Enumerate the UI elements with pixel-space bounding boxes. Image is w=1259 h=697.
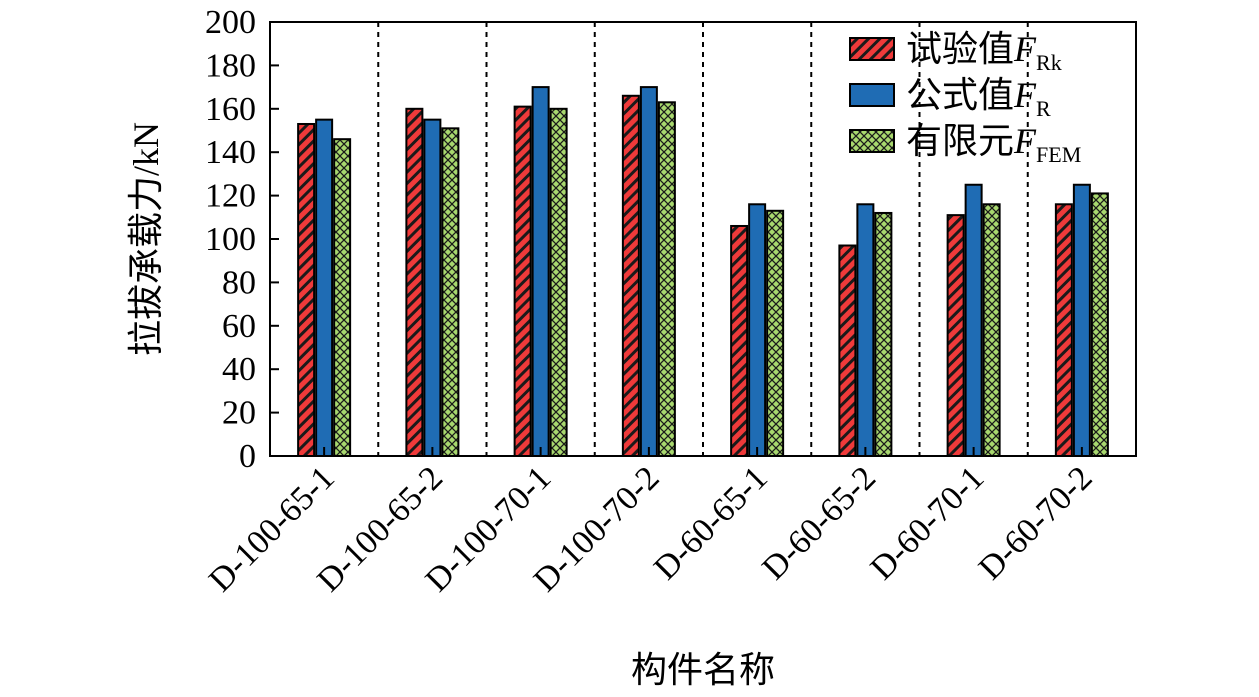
bar-fem bbox=[657, 101, 676, 457]
x-axis-title: 构件名称 bbox=[631, 650, 775, 690]
y-tick-label: 100 bbox=[205, 221, 256, 258]
bar-rk bbox=[405, 107, 424, 458]
y-axis-title: 拉拔承载力/kN bbox=[126, 122, 166, 356]
y-axis: 0 20 40 60 80 100 120 140 160 180 200 bbox=[205, 4, 279, 475]
x-tick-label: D-60-70-1 bbox=[864, 459, 992, 587]
bar-fem bbox=[549, 107, 568, 458]
bar-r bbox=[423, 118, 442, 458]
y-tick-label: 80 bbox=[222, 264, 256, 301]
bar-rk bbox=[730, 224, 749, 457]
bar-r bbox=[748, 203, 767, 457]
x-tick-label: D-60-65-1 bbox=[647, 459, 775, 587]
y-tick-label: 0 bbox=[239, 438, 256, 475]
x-tick-label: D-60-65-2 bbox=[755, 459, 883, 587]
bars-group bbox=[297, 86, 1109, 458]
category-separators bbox=[377, 22, 1029, 456]
bar-rk bbox=[1054, 203, 1073, 457]
legend-label: 有限元FFEM bbox=[906, 121, 1081, 167]
bar-fem bbox=[441, 127, 460, 458]
legend-swatch bbox=[849, 129, 895, 153]
legend-swatch bbox=[849, 37, 895, 61]
y-tick-label: 140 bbox=[205, 134, 256, 171]
bar-fem bbox=[982, 203, 1001, 457]
y-tick-label: 120 bbox=[205, 178, 256, 215]
y-tick-label: 40 bbox=[222, 351, 256, 388]
bar-rk bbox=[946, 214, 965, 457]
bar-r bbox=[639, 86, 658, 457]
bar-r bbox=[856, 203, 875, 457]
bar-r bbox=[1072, 183, 1091, 457]
legend-label: 试验值FRk bbox=[906, 29, 1062, 75]
x-tick-label: D-60-70-2 bbox=[972, 459, 1100, 587]
y-tick-label: 20 bbox=[222, 395, 256, 432]
bar-fem bbox=[874, 211, 893, 457]
y-tick-label: 200 bbox=[205, 4, 256, 41]
y-tick-label: 60 bbox=[222, 308, 256, 345]
bar-rk bbox=[513, 105, 532, 457]
bar-r bbox=[964, 183, 983, 457]
legend-label: 公式值FR bbox=[906, 75, 1051, 121]
bar-rk bbox=[621, 94, 640, 457]
bar-rk bbox=[838, 244, 857, 457]
legend-swatch bbox=[849, 83, 895, 107]
bar-rk bbox=[297, 122, 316, 458]
bar-r bbox=[315, 118, 334, 458]
bar-fem bbox=[1090, 192, 1109, 457]
bar-fem bbox=[766, 209, 785, 457]
bar-fem bbox=[333, 138, 352, 457]
y-tick-label: 180 bbox=[205, 47, 256, 84]
bar-r bbox=[531, 86, 550, 457]
y-tick-label: 160 bbox=[205, 91, 256, 128]
x-axis: D-100-65-1D-100-65-2D-100-70-1D-100-70-2… bbox=[202, 447, 1100, 599]
